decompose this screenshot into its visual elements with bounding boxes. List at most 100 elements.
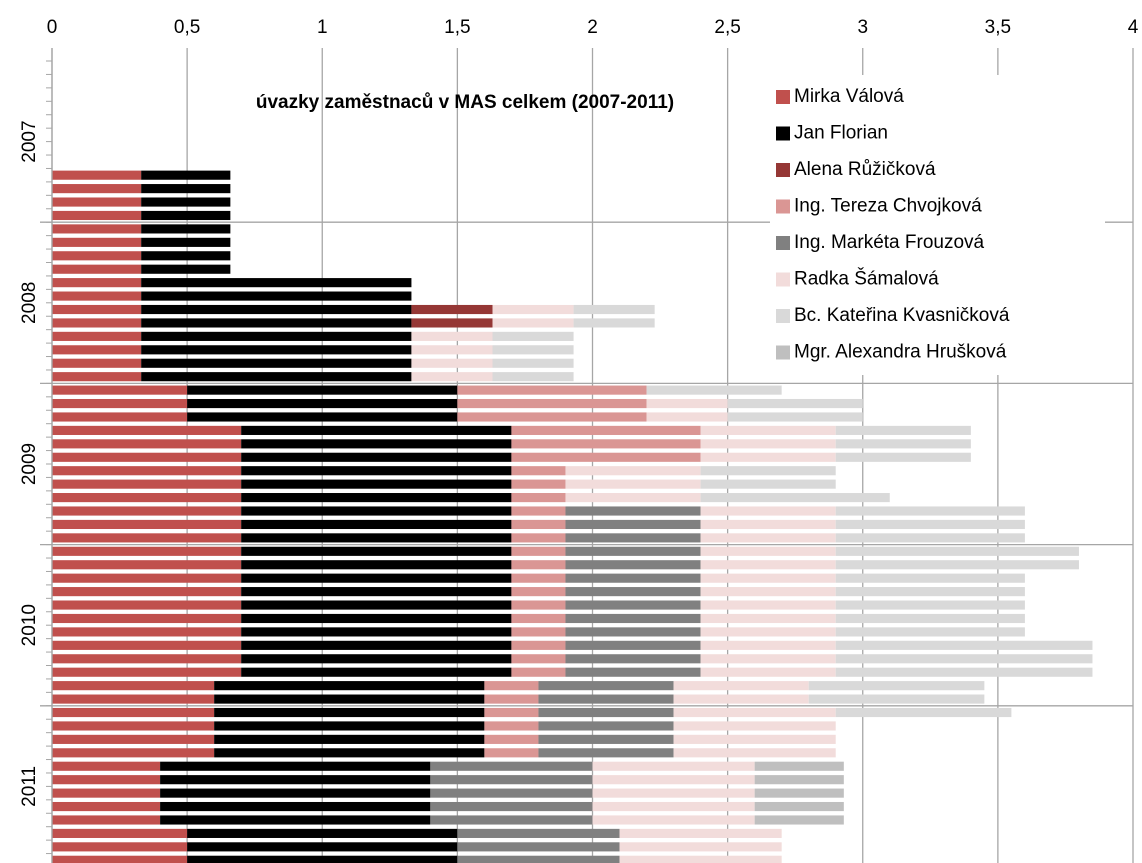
group-label: 2007	[19, 120, 40, 162]
bar-segment	[573, 318, 655, 328]
bar-segment	[241, 560, 512, 570]
x-tick-label: 2,5	[714, 17, 740, 38]
bar-segment	[141, 237, 231, 247]
bar-segment	[52, 264, 142, 274]
bar-segment	[411, 345, 493, 355]
bar-segment	[52, 439, 242, 449]
bar-segment	[727, 398, 863, 409]
bar-segment	[52, 734, 215, 744]
bar-segment	[52, 627, 242, 637]
bar-segment	[52, 291, 142, 301]
bar-segment	[592, 775, 755, 785]
bar-segment	[835, 654, 1093, 664]
bar-segment	[241, 627, 512, 637]
bar-segment	[565, 506, 701, 516]
bar-segment	[141, 345, 412, 355]
bar-segment	[411, 318, 493, 328]
bar-segment	[700, 506, 836, 516]
bar-segment	[538, 721, 674, 731]
bar-segment	[538, 748, 674, 758]
bar-segment	[52, 251, 142, 261]
chart-title: úvazky zaměstnaců v MAS celkem (2007-201…	[256, 92, 674, 113]
bar-segment	[565, 613, 701, 624]
legend-label: Mgr. Alexandra Hrušková	[794, 342, 1007, 363]
bar-segment	[187, 398, 458, 409]
bar-segment	[52, 748, 215, 758]
bar-segment	[808, 681, 985, 691]
bar-segment	[835, 667, 1093, 677]
bar-segment	[565, 533, 701, 543]
bar-segment	[457, 855, 620, 863]
bar-segment	[511, 479, 566, 489]
bar-segment	[52, 681, 215, 691]
bar-segment	[187, 412, 458, 422]
bar-segment	[484, 734, 539, 744]
bar-segment	[52, 721, 215, 731]
bar-segment	[700, 439, 836, 449]
bar-segment	[411, 304, 493, 315]
bar-segment	[52, 197, 142, 207]
bar-segment	[835, 452, 971, 462]
bar-segment	[484, 694, 539, 704]
bar-segment	[565, 667, 701, 677]
bar-segment	[52, 385, 188, 395]
bar-segment	[52, 210, 142, 221]
bar-segment	[492, 345, 574, 355]
bar-segment	[835, 627, 1025, 637]
bar-segment	[700, 479, 836, 489]
bar-segment	[700, 493, 890, 503]
bar-segment	[484, 681, 539, 691]
bar-segment	[430, 775, 593, 785]
bar-segment	[141, 358, 412, 368]
group-label: 2009	[19, 443, 40, 485]
bar-segment	[141, 372, 412, 382]
bar-segment	[592, 801, 755, 812]
bar-segment	[52, 761, 161, 771]
bar-segment	[52, 452, 242, 462]
bar-segment	[511, 533, 566, 543]
bar-segment	[52, 788, 161, 798]
bar-segment	[673, 721, 836, 731]
bar-segment	[835, 425, 971, 435]
bar-segment	[52, 519, 242, 530]
bar-segment	[700, 573, 836, 583]
bar-segment	[141, 331, 412, 341]
bar-segment	[835, 560, 1079, 570]
bar-segment	[52, 304, 142, 315]
bar-segment	[160, 775, 431, 785]
bar-segment	[52, 640, 242, 650]
bar-segment	[619, 855, 782, 863]
bar-segment	[241, 640, 512, 650]
bar-segment	[511, 573, 566, 583]
bar-segment	[411, 331, 493, 341]
bar-segment	[754, 775, 844, 785]
bar-segment	[754, 788, 844, 798]
bar-segment	[573, 304, 655, 315]
bar-segment	[492, 358, 574, 368]
bar-segment	[565, 466, 701, 476]
bar-segment	[241, 654, 512, 664]
bar-segment	[241, 425, 512, 435]
bar-segment	[565, 654, 701, 664]
bar-segment	[646, 398, 728, 409]
legend-swatch	[776, 272, 790, 287]
bar-segment	[511, 654, 566, 664]
bar-segment	[492, 318, 574, 328]
bar-segment	[492, 372, 574, 382]
bar-segment	[511, 506, 566, 516]
bar-segment	[52, 278, 142, 288]
legend-swatch	[776, 163, 790, 177]
bar-segment	[673, 748, 836, 758]
bar-segment	[141, 304, 412, 315]
bar-segment	[52, 667, 242, 677]
bar-segment	[241, 667, 512, 677]
bar-segment	[700, 640, 836, 650]
bars	[52, 170, 1093, 863]
bar-segment	[214, 694, 485, 704]
bar-segment	[160, 815, 431, 825]
bar-segment	[160, 788, 431, 798]
bar-segment	[52, 237, 142, 247]
bar-segment	[214, 721, 485, 731]
